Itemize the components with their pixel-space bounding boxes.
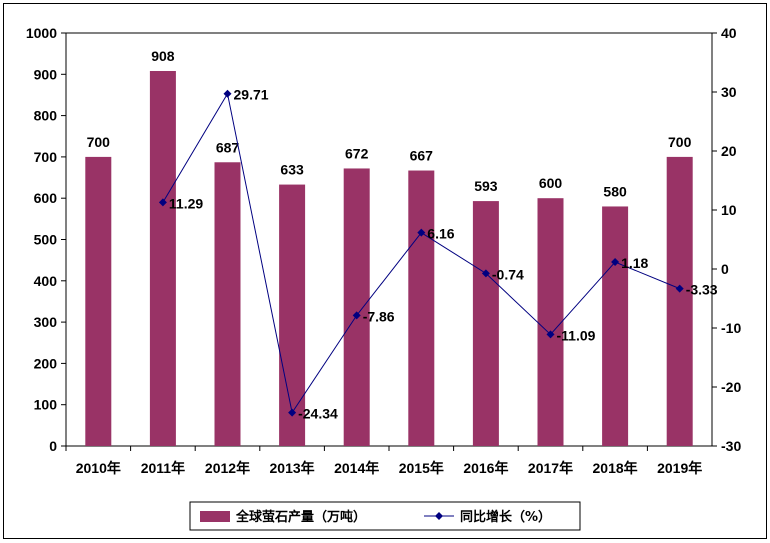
left-axis-tick-label: 100: [34, 397, 58, 413]
legend-line-marker: [435, 512, 443, 520]
left-axis-tick-label: 800: [34, 108, 58, 124]
legend-box: [189, 501, 581, 531]
line-point: [158, 198, 167, 207]
bar-value-label: 593: [474, 178, 498, 194]
x-axis-tick-label: 2011年: [141, 460, 185, 476]
left-axis-tick-label: 600: [34, 190, 58, 206]
left-axis-tick-label: 500: [34, 232, 58, 248]
bar-value-label: 672: [345, 145, 369, 161]
line-point: [352, 311, 361, 320]
legend-bar-label: 全球萤石产量（万吨）: [235, 509, 366, 525]
right-axis-tick-label: 40: [721, 25, 737, 41]
bar: [472, 201, 499, 446]
left-axis-tick-label: 1000: [26, 25, 57, 41]
line-value-label: -11.09: [557, 327, 596, 343]
right-axis-tick-label: -10: [721, 320, 741, 336]
x-axis-tick-label: 2017年: [528, 460, 573, 476]
line-point: [288, 408, 297, 417]
right-axis-tick-label: 30: [721, 84, 737, 100]
x-axis-tick-label: 2019年: [657, 460, 702, 476]
bar: [537, 198, 564, 446]
bar-value-label: 687: [216, 139, 240, 155]
bar-value-label: 600: [539, 175, 563, 191]
bar: [602, 206, 629, 446]
x-axis-tick-label: 2014年: [334, 460, 379, 476]
line-point: [675, 284, 684, 293]
legend-line-label: 同比增长（%）: [460, 509, 551, 525]
line-value-label: -7.86: [363, 308, 395, 324]
bar: [666, 156, 693, 446]
bar-value-label: 700: [87, 134, 111, 150]
right-axis-tick-label: 10: [721, 202, 737, 218]
bar: [214, 162, 241, 447]
line-value-label: 29.71: [234, 87, 269, 103]
bar: [408, 170, 435, 447]
bar-value-label: 667: [410, 148, 434, 164]
bar: [149, 70, 176, 446]
line-value-label: 6.16: [427, 226, 454, 242]
left-axis-tick-label: 300: [34, 314, 58, 330]
left-axis-tick-label: 900: [34, 66, 58, 82]
right-axis-tick-label: -20: [721, 379, 741, 395]
bar-value-label: 908: [151, 48, 175, 64]
left-axis-tick-label: 200: [34, 355, 58, 371]
line-point: [417, 228, 426, 237]
chart-border: [3, 3, 767, 539]
x-axis-tick-label: 2010年: [76, 460, 121, 476]
bar: [279, 184, 306, 447]
line-point: [611, 258, 620, 267]
x-axis-tick-label: 2016年: [463, 460, 508, 476]
bar: [343, 168, 370, 447]
left-axis-tick-label: 0: [49, 438, 57, 454]
x-axis-tick-label: 2012年: [205, 460, 250, 476]
line-value-label: 1.18: [621, 255, 648, 271]
bar: [85, 156, 112, 446]
right-axis-tick-label: 20: [721, 143, 737, 159]
legend-bar-swatch: [200, 511, 230, 522]
line-point: [546, 330, 555, 339]
bar-value-label: 700: [668, 134, 692, 150]
left-axis-tick-label: 700: [34, 149, 58, 165]
line-value-label: -24.34: [298, 406, 338, 422]
line-point: [223, 89, 232, 98]
line-value-label: 11.29: [169, 195, 203, 211]
x-axis-tick-label: 2018年: [593, 460, 638, 476]
x-axis-tick-label: 2013年: [270, 460, 315, 476]
line-value-label: -3.33: [686, 282, 718, 298]
line-value-label: -0.74: [492, 266, 524, 282]
right-axis-tick-label: 0: [721, 261, 729, 277]
bar-value-label: 633: [280, 162, 304, 178]
line-point: [481, 269, 490, 278]
right-axis-tick-label: -30: [721, 438, 741, 454]
x-axis-tick-label: 2015年: [399, 460, 444, 476]
left-axis-tick-label: 400: [34, 273, 58, 289]
bar-value-label: 580: [603, 183, 627, 199]
